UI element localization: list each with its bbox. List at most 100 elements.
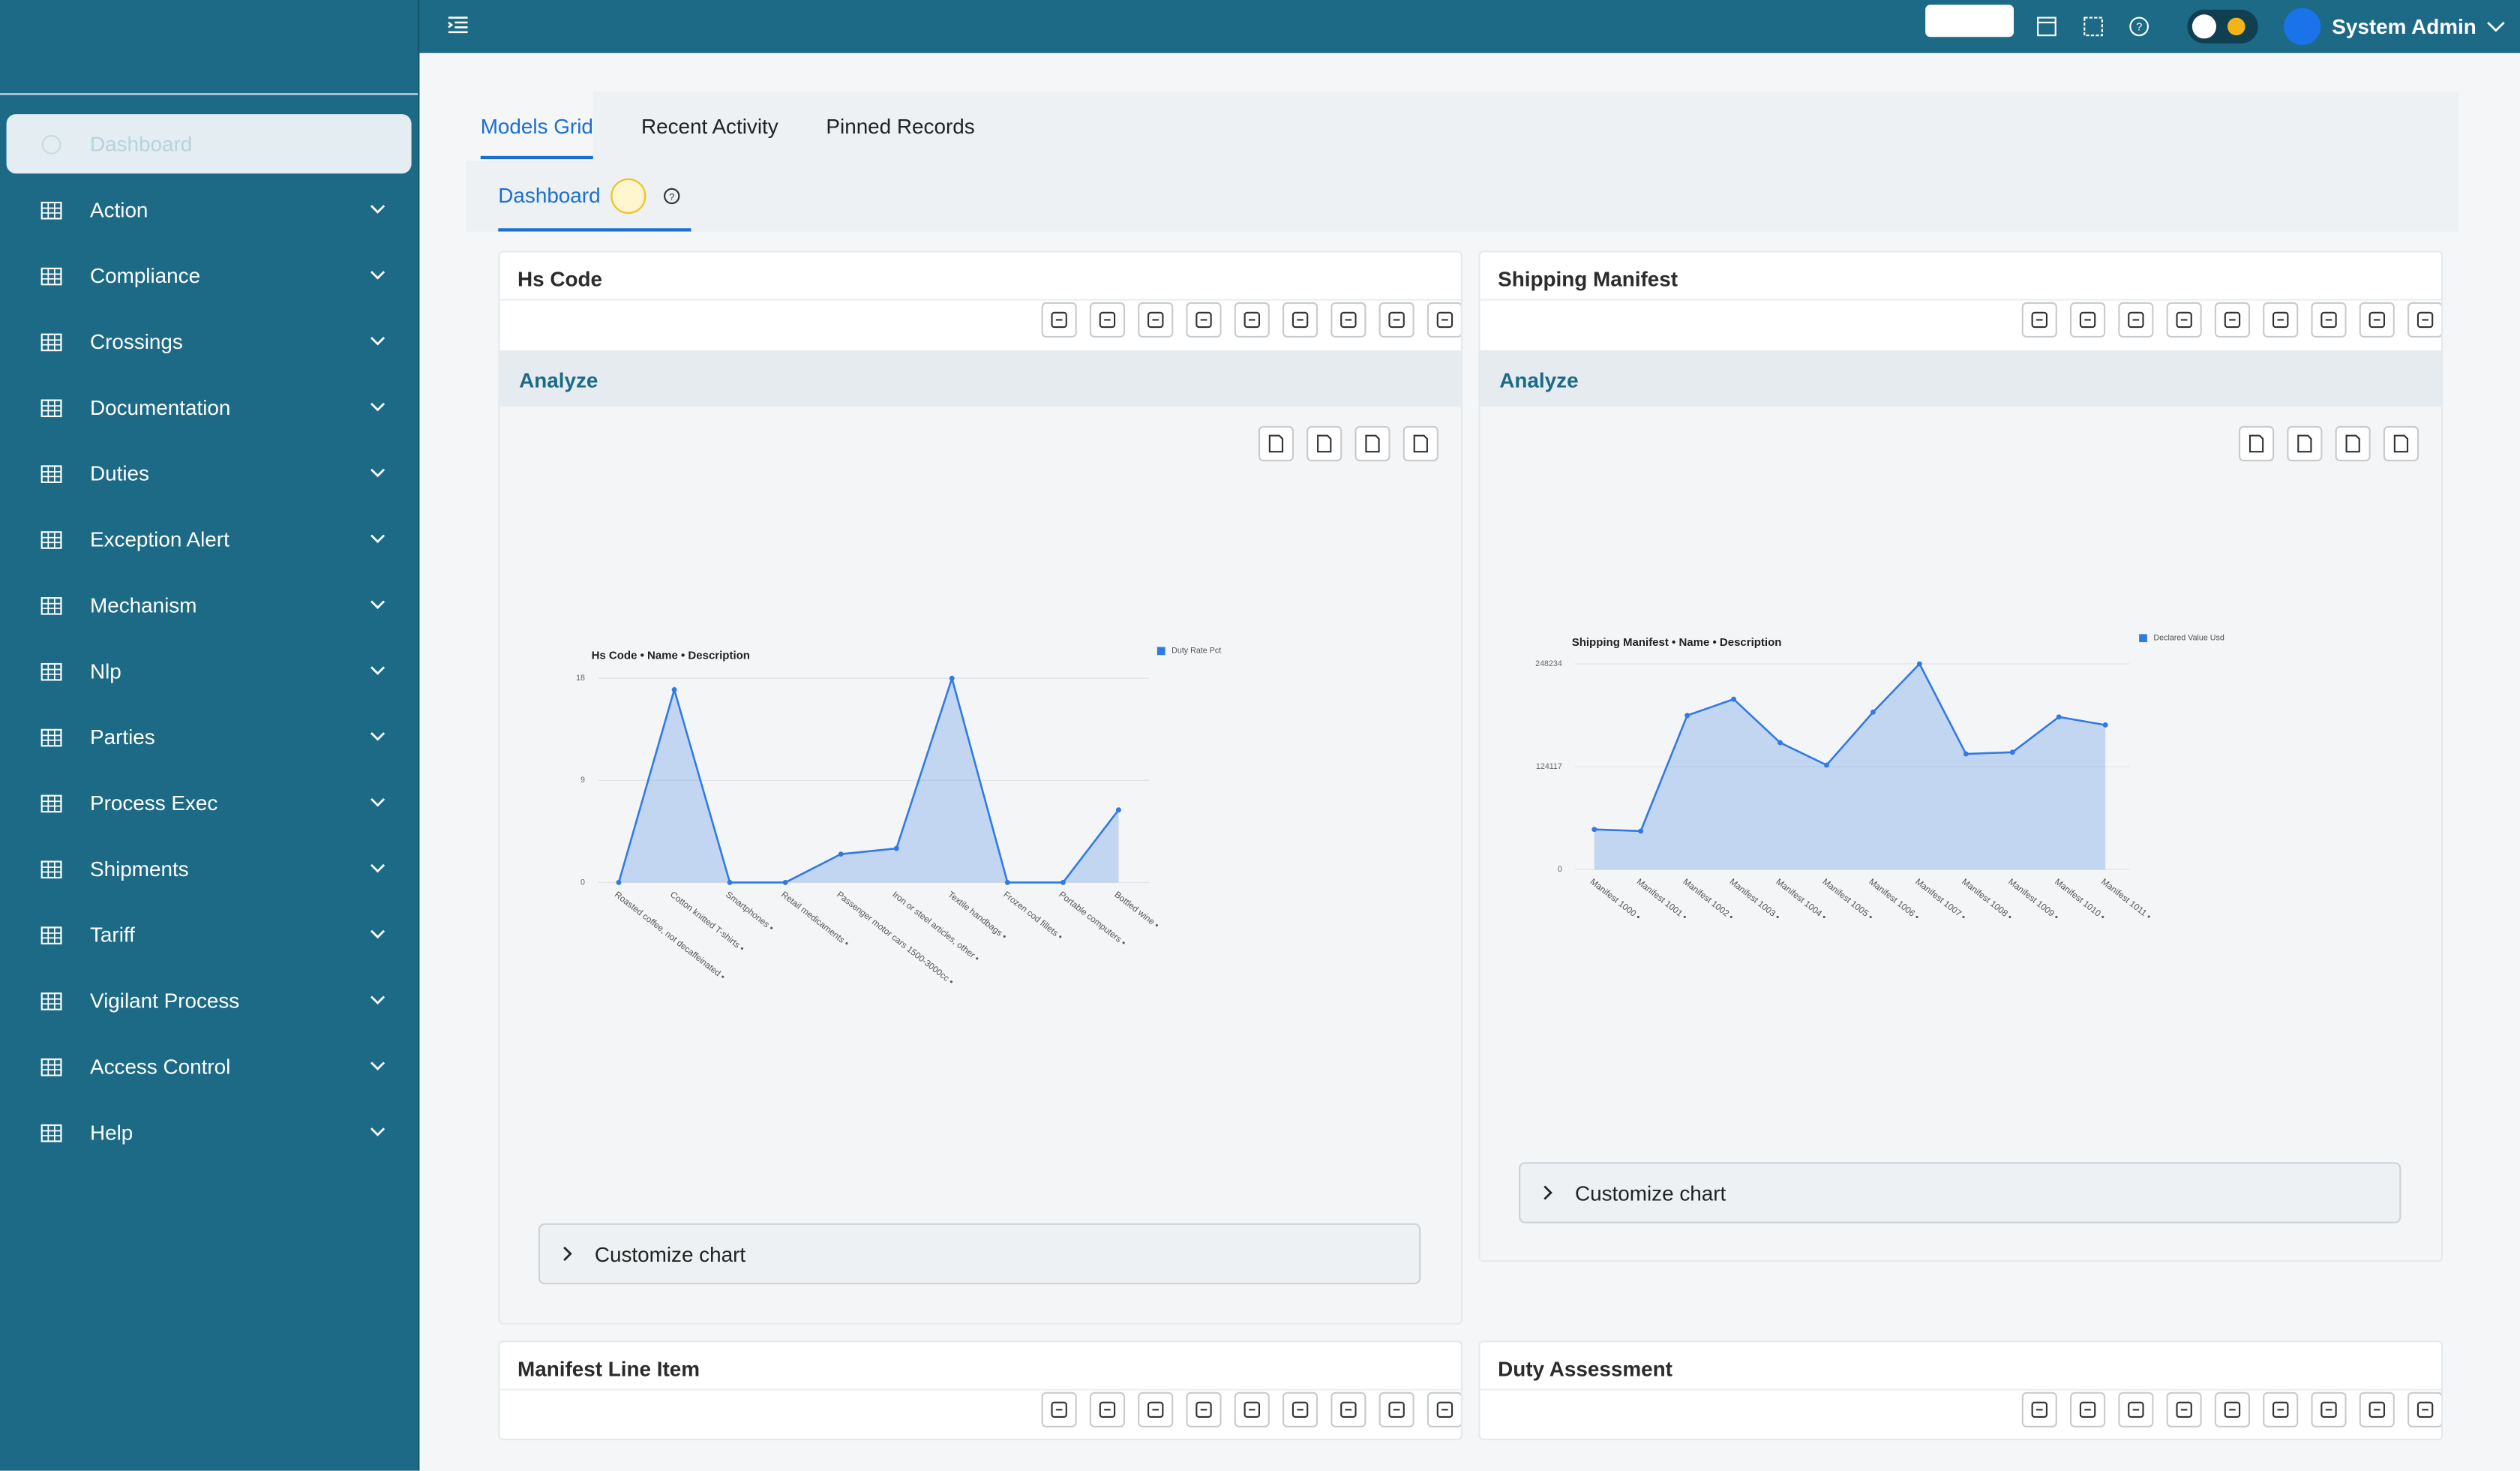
toolbar-button[interactable] — [1234, 302, 1270, 338]
toolbar-button[interactable] — [2359, 1391, 2395, 1427]
toolbar-button[interactable] — [1282, 1391, 1318, 1427]
toolbar-button[interactable] — [2359, 302, 2395, 338]
tab[interactable]: Pinned Records — [826, 114, 975, 139]
nav-item[interactable]: Process Exec — [7, 773, 412, 833]
export-button[interactable] — [1402, 425, 1438, 461]
toolbar-button[interactable] — [1138, 302, 1174, 338]
toolbar-button[interactable] — [1378, 302, 1414, 338]
toolbar-button[interactable] — [2214, 1391, 2250, 1427]
nav-item[interactable]: Nlp — [7, 641, 412, 701]
toolbar-glyph — [1147, 311, 1164, 329]
nav-item[interactable]: Action — [7, 180, 412, 239]
nav-item[interactable]: Duties — [7, 443, 412, 503]
tab[interactable]: Models Grid — [480, 114, 593, 139]
toolbar-button[interactable] — [2118, 1391, 2154, 1427]
toolbar-button[interactable] — [2166, 302, 2202, 338]
nav-item[interactable]: Shipments — [7, 839, 412, 899]
toolbar-button[interactable] — [2311, 302, 2347, 338]
data-point — [1116, 807, 1121, 813]
export-button[interactable] — [2287, 425, 2323, 461]
user-name[interactable]: System Admin — [2332, 14, 2476, 39]
toolbar-button[interactable] — [2263, 302, 2299, 338]
toolbar-button[interactable] — [1138, 1391, 1174, 1427]
hint-icon[interactable] — [610, 178, 646, 214]
toolbar-button[interactable] — [1426, 1391, 1461, 1427]
toolbar-button[interactable] — [1089, 302, 1125, 338]
export-button[interactable] — [1258, 425, 1294, 461]
toolbar-button[interactable] — [2214, 302, 2250, 338]
toolbar-button[interactable] — [1186, 302, 1222, 338]
toolbar-button[interactable] — [1041, 302, 1077, 338]
nav-item[interactable]: Mechanism — [7, 575, 412, 635]
toolbar-button[interactable] — [2408, 302, 2441, 338]
data-point — [727, 880, 733, 885]
toolbar-button[interactable] — [1426, 302, 1461, 338]
user-menu-chevron[interactable] — [2486, 20, 2506, 35]
toolbar-button[interactable] — [2311, 1391, 2347, 1427]
y-tick-label: 18 — [576, 674, 585, 683]
nav-item[interactable]: Access Control — [7, 1037, 412, 1096]
toolbar-button[interactable] — [2021, 1391, 2057, 1427]
export-button[interactable] — [1306, 425, 1342, 461]
toolbar-button[interactable] — [1234, 1391, 1270, 1427]
toolbar-button[interactable] — [1330, 302, 1366, 338]
avatar[interactable] — [2284, 8, 2321, 45]
subtab[interactable]: Dashboard — [498, 183, 601, 208]
widget-title: Duty Assessment — [1498, 1356, 1672, 1381]
toolbar-button[interactable] — [1041, 1391, 1077, 1427]
toolbar-glyph — [1388, 1401, 1405, 1418]
toolbar-button[interactable] — [2408, 1391, 2441, 1427]
export-glyph — [1365, 434, 1380, 453]
toolbar-glyph — [2176, 1401, 2192, 1418]
export-button[interactable] — [2239, 425, 2275, 461]
nav-item[interactable]: Compliance — [7, 246, 412, 305]
menu-toggle[interactable] — [447, 14, 470, 37]
data-point — [2009, 749, 2015, 755]
toolbar-glyph — [2272, 311, 2289, 329]
export-button[interactable] — [2335, 425, 2371, 461]
nav-item[interactable]: Documentation — [7, 378, 412, 437]
y-tick-label: 0 — [580, 878, 585, 887]
data-point — [1684, 713, 1690, 719]
toolbar-button[interactable] — [1378, 1391, 1414, 1427]
theme-toggle[interactable] — [2187, 9, 2258, 44]
toolbar-button[interactable] — [2118, 302, 2154, 338]
customize-chart[interactable]: Customize chart — [1518, 1162, 2402, 1223]
toolbar-button[interactable] — [2070, 1391, 2106, 1427]
nav-item[interactable]: Help — [7, 1103, 412, 1162]
nav-label: Duties — [90, 461, 149, 486]
data-point — [1638, 828, 1644, 834]
nav-item[interactable]: Dashboard — [6, 114, 412, 174]
nav-item[interactable]: Exception Alert — [7, 509, 412, 569]
tab[interactable]: Recent Activity — [641, 114, 778, 139]
title-divider — [500, 1388, 1461, 1391]
export-button[interactable] — [1354, 425, 1390, 461]
nav-label: Action — [90, 197, 148, 222]
toolbar-glyph — [1340, 311, 1357, 329]
search-input[interactable] — [1925, 5, 2014, 38]
customize-chart[interactable]: Customize chart — [538, 1223, 1421, 1285]
toolbar-button[interactable] — [2021, 302, 2057, 338]
toolbar-icons[interactable]: ? — [2036, 16, 2164, 38]
nav-item[interactable]: Vigilant Process — [7, 971, 412, 1030]
nav-chevron — [370, 798, 386, 807]
data-point — [782, 880, 788, 885]
toolbar-button[interactable] — [2263, 1391, 2299, 1427]
toolbar-button[interactable] — [2166, 1391, 2202, 1427]
nav-icon — [40, 333, 62, 352]
toolbar-button[interactable] — [1330, 1391, 1366, 1427]
toolbar-button[interactable] — [1089, 1391, 1125, 1427]
data-point — [838, 851, 844, 857]
nav-label: Exception Alert — [90, 527, 230, 551]
toolbar-glyph — [2224, 1401, 2241, 1418]
toolbar-button[interactable] — [1186, 1391, 1222, 1427]
nav-item[interactable]: Parties — [7, 707, 412, 767]
help-icon[interactable]: ? — [662, 187, 682, 206]
toolbar-button[interactable] — [1282, 302, 1318, 338]
data-point — [893, 845, 899, 851]
export-button[interactable] — [2383, 425, 2419, 461]
toolbar-glyph — [2320, 311, 2337, 329]
nav-item[interactable]: Crossings — [7, 312, 412, 371]
toolbar-button[interactable] — [2070, 302, 2106, 338]
nav-item[interactable]: Tariff — [7, 905, 412, 964]
